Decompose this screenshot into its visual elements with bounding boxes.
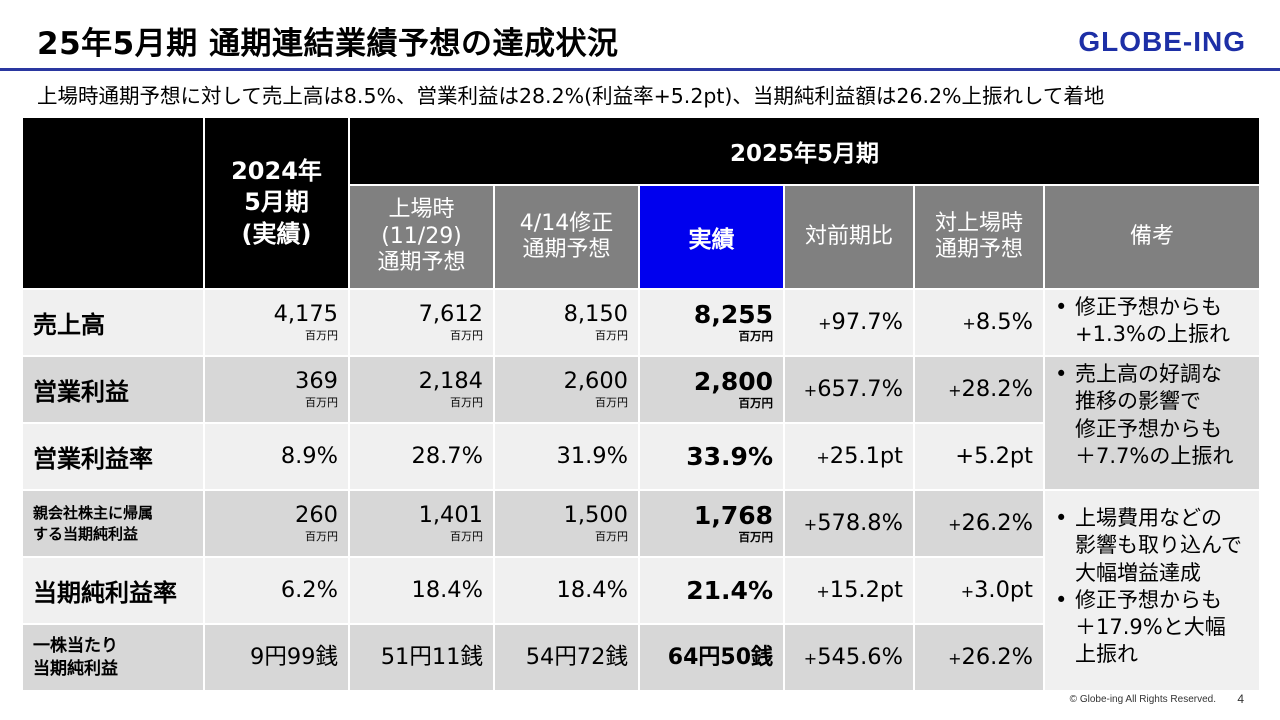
- vs-ipo-value: +5.2pt: [913, 422, 1045, 491]
- row-label: 親会社株主に帰属 する当期純利益: [21, 489, 205, 558]
- prev-value: 9円99銭: [203, 623, 350, 692]
- yoy-value: +25.1pt: [783, 422, 915, 491]
- actual-value: 8,255 百万円: [638, 288, 785, 357]
- revised-forecast-value: 31.9%: [493, 422, 640, 491]
- ipo-forecast-value: 51円11銭: [348, 623, 495, 692]
- page-number: 4: [1237, 692, 1244, 706]
- results-table: 2024年 5月期 (実績) 2025年5月期 上場時 (11/29) 通期予想…: [21, 116, 1261, 692]
- vs-ipo-value: +26.2%: [913, 489, 1045, 558]
- revised-forecast-value: 8,150 百万円: [493, 288, 640, 357]
- header-actual: 実績: [638, 184, 785, 290]
- header-revised-forecast: 4/14修正 通期予想: [493, 184, 640, 290]
- actual-value: 33.9%: [638, 422, 785, 491]
- actual-value: 21.4%: [638, 556, 785, 625]
- actual-value: 64円50銭: [638, 623, 785, 692]
- header-fy2025: 2025年5月期: [348, 116, 1261, 186]
- copyright-footer: © Globe-ing All Rights Reserved.: [1069, 694, 1216, 705]
- remark-operating: 売上高の好調な 推移の影響で 修正予想からも ＋7.7%の上振れ: [1043, 355, 1261, 491]
- ipo-forecast-value: 2,184 百万円: [348, 355, 495, 424]
- row-label: 営業利益率: [21, 422, 205, 491]
- row-label: 売上高: [21, 288, 205, 357]
- table-row: 当期純利益率 6.2% 18.4% 18.4% 21.4% +15.2pt +3…: [21, 556, 1260, 625]
- company-logo: GLOBE-ING: [1078, 26, 1246, 57]
- prev-value: 369 百万円: [203, 355, 350, 424]
- page-title: 25年5月期 通期連結業績予想の達成状況: [37, 26, 619, 62]
- yoy-value: +545.6%: [783, 623, 915, 692]
- table-row: 売上高 4,175 百万円 7,612 百万円 8,150 百万円 8,255 百万円 …: [21, 288, 1261, 357]
- actual-value: 1,768 百万円: [638, 489, 785, 558]
- ipo-forecast-value: 7,612 百万円: [348, 288, 495, 357]
- row-label: 営業利益: [21, 355, 205, 424]
- revised-forecast-value: 18.4%: [493, 556, 640, 625]
- vs-ipo-value: +28.2%: [913, 355, 1045, 424]
- header-corner: [21, 116, 205, 290]
- table-row: 営業利益 369 百万円 2,184 百万円 2,600 百万円 2,800 百万円 +…: [21, 355, 1261, 491]
- yoy-value: +15.2pt: [783, 556, 915, 625]
- prev-value: 260 百万円: [203, 489, 350, 558]
- ipo-forecast-value: 18.4%: [348, 556, 495, 625]
- revised-forecast-value: 2,600 百万円: [493, 355, 640, 424]
- row-label: 一株当たり 当期純利益: [21, 623, 205, 692]
- header-prev-year: 2024年 5月期 (実績): [203, 116, 350, 290]
- remark-net-income: 上場費用などの 影響も取り込んで 大幅増益達成 修正予想からも ＋17.9%と大…: [1043, 489, 1261, 692]
- yoy-value: +578.8%: [783, 489, 915, 558]
- ipo-forecast-value: 28.7%: [348, 422, 495, 491]
- table-row: 親会社株主に帰属 する当期純利益 260 百万円 1,401 百万円 1,500 百万…: [21, 489, 1261, 692]
- revised-forecast-value: 1,500 百万円: [493, 489, 640, 558]
- prev-value: 4,175 百万円: [203, 288, 350, 357]
- vs-ipo-value: +8.5%: [913, 288, 1045, 357]
- yoy-value: +657.7%: [783, 355, 915, 424]
- vs-ipo-value: +26.2%: [913, 623, 1045, 692]
- yoy-value: +97.7%: [783, 288, 915, 357]
- table-row: 営業利益率 8.9% 28.7% 31.9% 33.9% +25.1pt +5.…: [21, 422, 1260, 491]
- prev-value: 6.2%: [203, 556, 350, 625]
- vs-ipo-value: +3.0pt: [913, 556, 1045, 625]
- ipo-forecast-value: 1,401 百万円: [348, 489, 495, 558]
- revised-forecast-value: 54円72銭: [493, 623, 640, 692]
- header-vs-ipo: 対上場時 通期予想: [913, 184, 1045, 290]
- header-remarks: 備考: [1043, 184, 1261, 290]
- remark-sales: 修正予想からも +1.3%の上振れ: [1043, 288, 1261, 357]
- table-row: 一株当たり 当期純利益 9円99銭 51円11銭 54円72銭 64円50銭 +…: [21, 623, 1260, 692]
- title-divider: [0, 68, 1280, 71]
- header-ipo-forecast: 上場時 (11/29) 通期予想: [348, 184, 495, 290]
- page-subtitle: 上場時通期予想に対して売上高は8.5%、営業利益は28.2%(利益率+5.2pt…: [37, 84, 1105, 108]
- row-label: 当期純利益率: [21, 556, 205, 625]
- header-yoy: 対前期比: [783, 184, 915, 290]
- actual-value: 2,800 百万円: [638, 355, 785, 424]
- prev-value: 8.9%: [203, 422, 350, 491]
